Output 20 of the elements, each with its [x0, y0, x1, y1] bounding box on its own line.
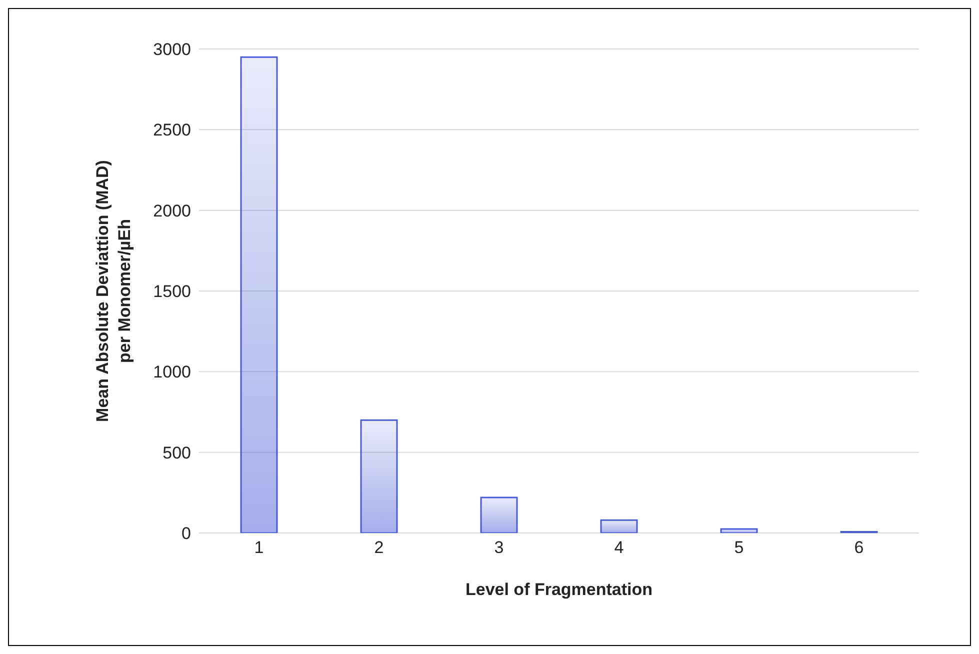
y-tick-label: 3000 [153, 40, 191, 60]
y-tick-label: 0 [182, 524, 191, 544]
bar [600, 519, 638, 533]
x-tick-label: 4 [614, 538, 624, 558]
y-tick-label: 2500 [153, 120, 191, 140]
x-tick-label: 2 [374, 538, 384, 558]
y-tick-label: 2000 [153, 201, 191, 220]
bar [480, 496, 518, 533]
bar [360, 419, 398, 533]
bar [720, 528, 758, 533]
x-tick-label: 3 [494, 538, 504, 558]
x-tick-label: 5 [734, 538, 744, 558]
y-axis-title: Mean Absolute Deviattion (MAD) per Monomer/µEh [93, 160, 134, 422]
x-tick-label: 6 [854, 538, 864, 558]
x-tick-label: 1 [254, 538, 264, 558]
x-axis-title: Level of Fragmentation [465, 580, 653, 599]
bar [240, 56, 278, 533]
y-tick-label: 500 [162, 443, 191, 462]
y-tick-label: 1500 [153, 282, 191, 302]
y-tick-label: 1000 [153, 362, 191, 382]
